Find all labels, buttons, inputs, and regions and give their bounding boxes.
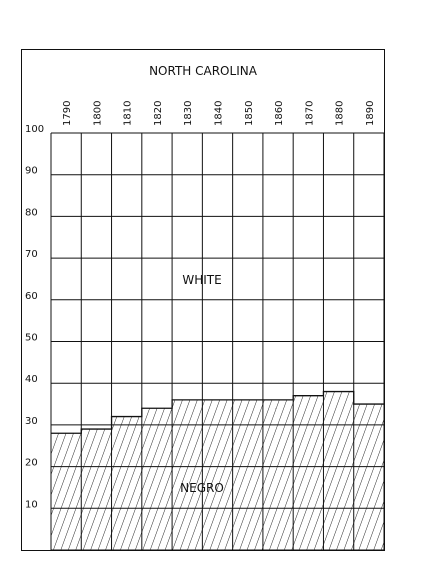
y-tick-label: 70 — [25, 249, 38, 260]
y-tick-label: 30 — [25, 416, 38, 427]
x-tick-label: 1840 — [214, 101, 225, 126]
x-tick-label: 1890 — [365, 101, 376, 126]
y-tick-label: 60 — [25, 291, 38, 302]
negro-bar — [293, 395, 324, 550]
x-tick-label: 1830 — [183, 101, 194, 126]
x-tick-label: 1860 — [274, 101, 285, 126]
negro-bar — [353, 404, 384, 550]
negro-bar — [111, 416, 142, 550]
negro-bar — [323, 391, 354, 550]
x-tick-label: 1870 — [304, 101, 315, 126]
y-tick-label: 40 — [25, 374, 38, 385]
series-label-negro: NEGRO — [180, 481, 224, 495]
negro-bar — [262, 399, 294, 550]
negro-bar — [51, 433, 82, 550]
boundary-line — [51, 390, 384, 434]
y-axis-labels: 100 90 80 70 60 50 40 30 20 10 — [25, 124, 44, 510]
x-tick-label: 1850 — [244, 101, 255, 126]
y-tick-label: 100 — [25, 124, 44, 135]
y-tick-label: 10 — [25, 499, 38, 510]
y-tick-label: 80 — [25, 207, 38, 218]
y-tick-label: 50 — [25, 333, 38, 344]
x-tick-label: 1790 — [62, 101, 73, 126]
negro-bar — [202, 399, 233, 550]
x-tick-label: 1820 — [153, 101, 164, 126]
x-tick-label: 1880 — [335, 101, 346, 126]
negro-bar — [172, 399, 203, 550]
x-tick-label: 1810 — [123, 101, 134, 126]
chart-title: NORTH CAROLINA — [149, 64, 258, 78]
negro-area — [51, 390, 384, 550]
x-tick-label: 1800 — [92, 101, 103, 126]
negro-bar — [141, 408, 173, 550]
y-tick-label: 90 — [25, 166, 38, 177]
negro-bar — [232, 399, 263, 550]
negro-bar — [81, 429, 112, 550]
x-axis-labels: 1790 1800 1810 1820 1830 1840 1850 1860 1870 1880… — [62, 101, 376, 126]
series-label-white: WHITE — [182, 273, 221, 287]
y-tick-label: 20 — [25, 458, 38, 469]
